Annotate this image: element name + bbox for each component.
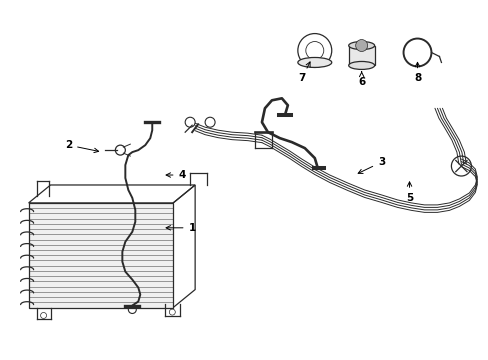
Text: 7: 7 (298, 62, 309, 84)
Text: 3: 3 (357, 157, 385, 174)
Text: 6: 6 (357, 72, 365, 87)
Text: 8: 8 (413, 62, 420, 84)
Text: 5: 5 (405, 182, 412, 203)
Text: 2: 2 (65, 140, 99, 153)
Ellipse shape (348, 41, 374, 50)
Polygon shape (29, 203, 173, 307)
Ellipse shape (348, 62, 374, 69)
Text: 4: 4 (166, 170, 185, 180)
Ellipse shape (297, 58, 331, 67)
Circle shape (355, 40, 367, 51)
Bar (348, 45, 374, 66)
Text: 1: 1 (166, 223, 195, 233)
